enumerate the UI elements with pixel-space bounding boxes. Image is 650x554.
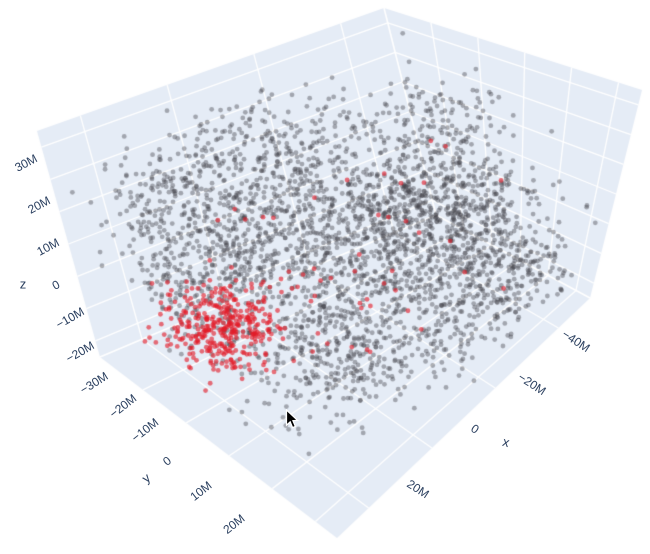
scatter3d-canvas[interactable] [0,0,650,554]
plot-root: 20M 0 −20M −40M x −20M −10M 0 10M 20M y 30M 20M 10M 0−… [0,0,650,554]
